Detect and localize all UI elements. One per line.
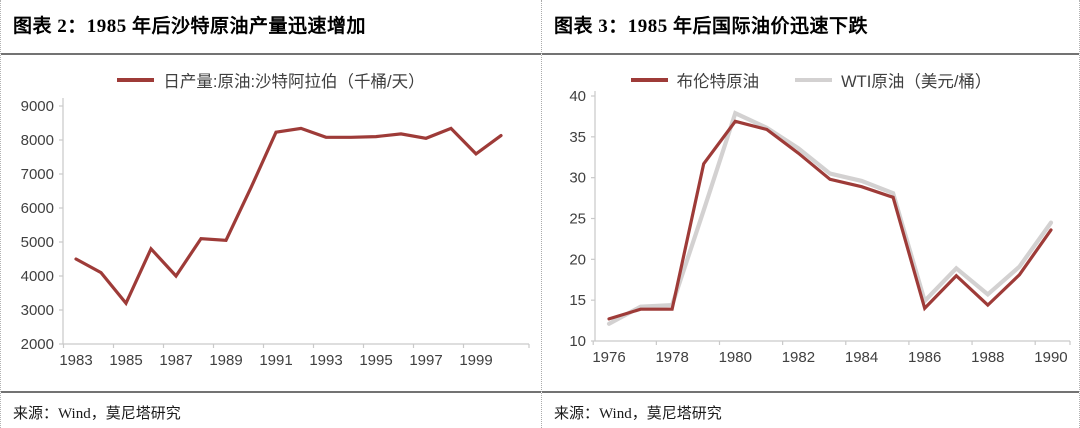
x-tick-label: 1985	[109, 352, 142, 369]
chart-area: 布伦特原油 WTI原油（美元/桶） 10 15 20 25 30 35 40 1976 1978 1…	[542, 55, 1079, 391]
chart-title: 图表 3：1985 年后国际油价迅速下跌	[542, 0, 1079, 55]
x-tick-label: 1987	[159, 352, 192, 369]
legend-line-swatch	[630, 78, 668, 82]
x-tick-label: 1976	[592, 349, 625, 366]
x-tick-label: 1983	[59, 352, 92, 369]
x-tick-label: 1993	[309, 352, 342, 369]
legend-label: 布伦特原油	[676, 73, 760, 91]
x-tick-label: 1980	[719, 349, 752, 366]
legend-line-swatch	[795, 78, 833, 82]
y-tick-label: 3000	[21, 302, 54, 319]
x-tick-label: 1995	[359, 352, 392, 369]
chart-legend: 布伦特原油 WTI原油（美元/桶）	[542, 68, 1079, 92]
chart-title: 图表 2：1985 年后沙特原油产量迅速增加	[1, 0, 541, 55]
panel-oil-prices: 图表 3：1985 年后国际油价迅速下跌 布伦特原油 WTI原油（美元/桶） 10…	[541, 0, 1079, 428]
y-tick-label: 35	[569, 129, 586, 146]
legend-item: 布伦特原油	[630, 68, 760, 92]
chart-area: 日产量:原油:沙特阿拉伯（千桶/天） 2000 3000 4000 5000 6000 7…	[1, 55, 541, 391]
x-tick-label: 1986	[908, 349, 941, 366]
y-tick-label: 10	[569, 333, 586, 350]
source-note: 来源：Wind，莫尼塔研究	[1, 391, 541, 428]
y-tick-label: 15	[569, 292, 586, 309]
chart-svg: 2000 3000 4000 5000 6000 7000 8000 9000 1983 1985…	[21, 98, 530, 369]
x-tick-label: 1989	[209, 352, 242, 369]
x-tick-label: 1999	[459, 352, 492, 369]
legend-label: WTI原油（美元/桶）	[841, 73, 992, 91]
y-tick-label: 30	[569, 170, 586, 187]
data-series-line	[607, 119, 1053, 321]
chart-svg: 10 15 20 25 30 35 40 1976 1978 1980 1982 1984 1986 19…	[569, 91, 1071, 366]
x-tick-label: 1978	[655, 349, 688, 366]
y-tick-label: 5000	[21, 234, 54, 251]
legend-line-swatch	[117, 78, 155, 82]
x-tick-label: 1990	[1034, 349, 1067, 366]
legend-label: 日产量:原油:沙特阿拉伯（千桶/天）	[163, 73, 425, 91]
y-tick-label: 4000	[21, 268, 54, 285]
y-tick-label: 40	[569, 91, 586, 105]
data-series-line	[606, 110, 1054, 326]
legend-item: 日产量:原油:沙特阿拉伯（千桶/天）	[117, 68, 425, 92]
source-note: 来源：Wind，莫尼塔研究	[542, 391, 1079, 428]
x-tick-label: 1991	[259, 352, 292, 369]
y-tick-label: 6000	[21, 200, 54, 217]
x-tick-label: 1982	[782, 349, 815, 366]
y-tick-label: 2000	[21, 336, 54, 353]
y-tick-label: 25	[569, 211, 586, 228]
y-tick-label: 9000	[21, 98, 54, 115]
panel-saudi-production: 图表 2：1985 年后沙特原油产量迅速增加 日产量:原油:沙特阿拉伯（千桶/天…	[1, 0, 541, 428]
y-tick-label: 7000	[21, 166, 54, 183]
data-series-line	[74, 126, 503, 307]
y-tick-label: 8000	[21, 132, 54, 149]
chart-legend: 日产量:原油:沙特阿拉伯（千桶/天）	[1, 69, 541, 91]
x-tick-label: 1997	[409, 352, 442, 369]
legend-item: WTI原油（美元/桶）	[795, 68, 991, 92]
y-tick-label: 20	[569, 251, 586, 268]
x-tick-label: 1988	[971, 349, 1004, 366]
x-tick-label: 1984	[845, 349, 878, 366]
